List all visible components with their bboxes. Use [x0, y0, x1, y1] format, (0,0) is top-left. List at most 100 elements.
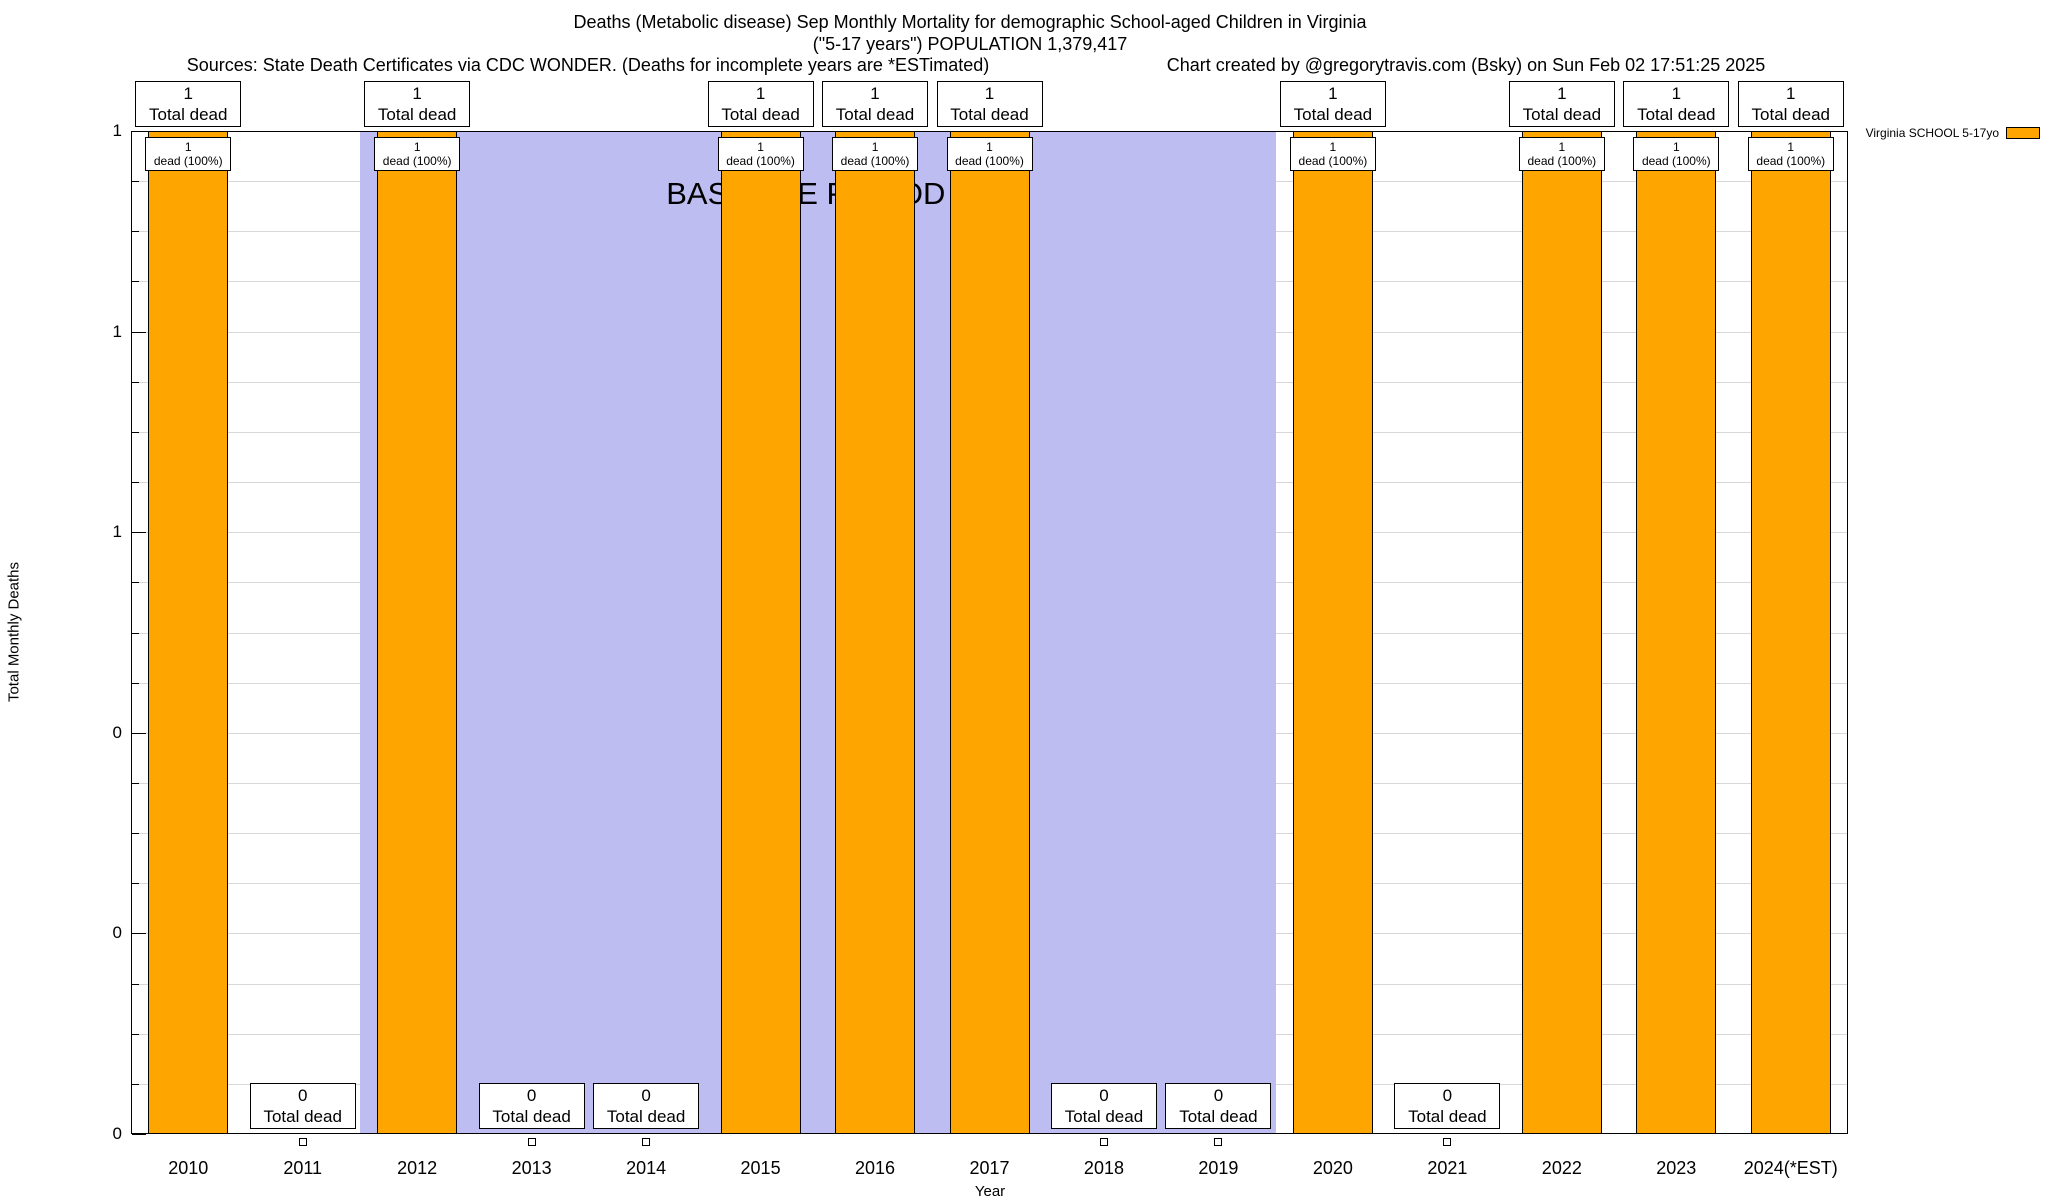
y-minor-tick [132, 281, 139, 283]
dead-percent-box-label: dead (100%) [840, 154, 910, 168]
bar [377, 131, 458, 1134]
chart-sources-note: Sources: State Death Certificates via CD… [186, 55, 990, 75]
y-minor-tick [132, 431, 139, 433]
total-dead-box-label: Total dead [1751, 105, 1830, 124]
chart-title-line1: Deaths (Metabolic disease) Sep Monthly M… [573, 12, 1367, 32]
y-tick-label: 1 [112, 522, 122, 542]
dead-percent-box-value: 1 [1558, 140, 1566, 154]
total-dead-box: 0 Total dead [1394, 1083, 1501, 1129]
y-minor-tick [132, 1033, 139, 1035]
y-major-tick [132, 933, 146, 935]
total-dead-box-value: 1 [1557, 84, 1567, 103]
total-dead-box-label: Total dead [606, 1107, 686, 1126]
total-dead-box-value: 0 [1213, 1086, 1224, 1105]
total-dead-box-label: Total dead [377, 105, 457, 124]
dead-percent-box-value: 1 [1329, 140, 1337, 154]
y-major-tick [132, 131, 146, 132]
bar [148, 131, 229, 1134]
total-dead-box-value: 1 [984, 84, 995, 103]
bar [1292, 131, 1373, 1134]
total-dead-box-label: Total dead [1408, 1107, 1487, 1126]
total-dead-box: 1 Total dead [135, 81, 242, 127]
total-dead-box-value: 1 [183, 84, 193, 103]
dead-percent-box-label: dead (100%) [1641, 154, 1711, 168]
total-dead-box-label: Total dead [263, 1107, 342, 1126]
x-tick-label: 2013 [511, 1158, 552, 1178]
dead-percent-box: 1 dead (100%) [1747, 137, 1834, 171]
total-dead-box: 1 Total dead [364, 81, 471, 127]
total-dead-box: 1 Total dead [1623, 81, 1730, 127]
x-tick-label: 2015 [740, 1158, 781, 1178]
bar [835, 131, 916, 1134]
total-dead-box: 0 Total dead [1050, 1083, 1157, 1129]
total-dead-box: 1 Total dead [707, 81, 814, 127]
x-tick-label: 2016 [855, 1158, 896, 1178]
legend-series-label: Virginia SCHOOL 5-17yo [1865, 126, 1999, 140]
y-tick-label: 1 [112, 121, 122, 140]
dead-percent-box-label: dead (100%) [1298, 154, 1368, 168]
y-minor-tick [132, 833, 139, 835]
y-tick-label: 0 [112, 722, 122, 742]
dead-percent-box: 1 dead (100%) [717, 137, 804, 171]
chart-credit-note: Chart created by @gregorytravis.com (Bsk… [1166, 55, 1766, 75]
dead-percent-box: 1 dead (100%) [145, 137, 232, 171]
y-minor-tick [132, 381, 139, 383]
total-dead-box-value: 1 [412, 84, 422, 103]
total-dead-box-value: 1 [870, 84, 880, 103]
dead-percent-box-label: dead (100%) [382, 154, 452, 168]
total-dead-box-label: Total dead [1064, 1107, 1144, 1126]
y-minor-tick [132, 632, 139, 634]
y-tick-label: 1 [112, 321, 122, 341]
x-tick-label: 2011 [283, 1158, 323, 1178]
y-tick-label: 0 [112, 1124, 122, 1143]
bar [720, 131, 801, 1134]
total-dead-box-value: 1 [755, 84, 766, 103]
x-tick-label: 2012 [397, 1158, 438, 1178]
dead-percent-box-value: 1 [757, 140, 764, 154]
zero-bar-marker [1099, 1138, 1108, 1146]
total-dead-box-value: 0 [1442, 1086, 1453, 1105]
bar [1521, 131, 1602, 1134]
dead-percent-box-value: 1 [1787, 140, 1795, 154]
zero-bar-marker [642, 1138, 651, 1146]
total-dead-box-label: Total dead [1293, 105, 1373, 124]
total-dead-box-label: Total dead [148, 105, 228, 124]
total-dead-box: 1 Total dead [1279, 81, 1386, 127]
y-minor-tick [132, 181, 139, 183]
dead-percent-box-value: 1 [871, 140, 879, 154]
y-minor-tick [132, 1083, 139, 1085]
y-tick-label: 0 [112, 923, 122, 943]
dead-percent-box-label: dead (100%) [153, 154, 223, 168]
y-minor-tick [132, 482, 139, 484]
total-dead-box: 0 Total dead [593, 1083, 700, 1129]
x-tick-label: 2021 [1427, 1158, 1468, 1178]
dead-percent-box: 1 dead (100%) [946, 137, 1033, 171]
bar [1636, 131, 1717, 1134]
dead-percent-box-label: dead (100%) [1527, 154, 1597, 168]
zero-bar-marker [1443, 1138, 1452, 1146]
dead-percent-box: 1 dead (100%) [1633, 137, 1720, 171]
dead-percent-box-label: dead (100%) [955, 154, 1024, 168]
zero-bar-marker [1214, 1138, 1223, 1146]
bar [1750, 131, 1831, 1134]
zero-bar-marker [298, 1138, 307, 1146]
legend-color-swatch [2006, 127, 2040, 139]
total-dead-box-value: 0 [1099, 1086, 1109, 1105]
y-minor-tick [132, 231, 139, 233]
total-dead-box: 0 Total dead [1165, 1083, 1272, 1129]
dead-percent-box-value: 1 [1672, 140, 1680, 154]
total-dead-box-label: Total dead [721, 105, 800, 124]
total-dead-box-value: 0 [526, 1086, 537, 1105]
total-dead-box: 1 Total dead [1508, 81, 1615, 127]
dead-percent-box: 1 dead (100%) [832, 137, 919, 171]
total-dead-box: 1 Total dead [936, 81, 1043, 127]
x-tick-label: 2023 [1656, 1158, 1697, 1178]
y-major-tick [132, 532, 146, 534]
zero-bar-marker [527, 1138, 536, 1146]
dead-percent-box: 1 dead (100%) [1289, 137, 1376, 171]
y-minor-tick [132, 682, 139, 684]
y-minor-tick [132, 782, 139, 784]
dead-percent-box-value: 1 [413, 140, 421, 154]
